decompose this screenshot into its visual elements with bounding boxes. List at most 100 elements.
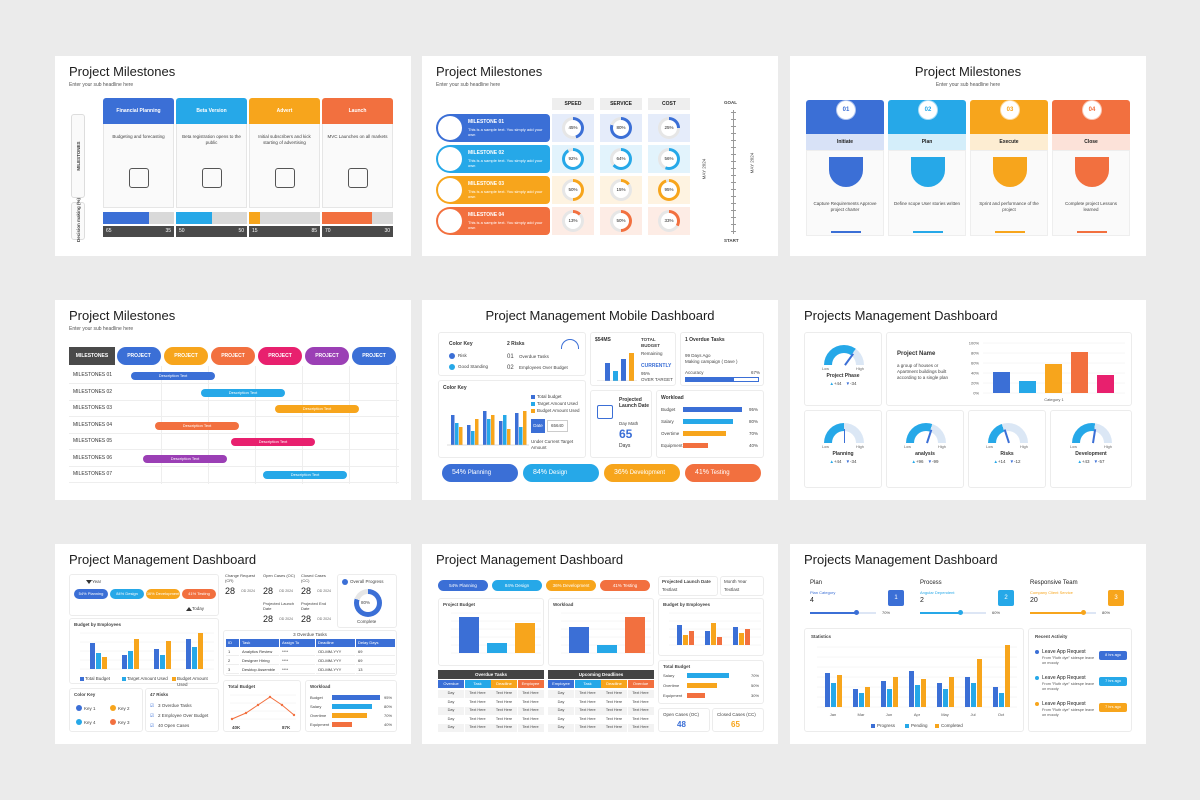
progress-ring [610,148,632,170]
phase-header[interactable]: 04 [1052,100,1130,134]
risk-dot [449,353,455,359]
stat-card: Process Angular Dependent 2 2 60% [914,576,1020,624]
table-cell: Designer Hiring [240,657,279,665]
budget-bar [487,643,507,653]
gauge-icon [561,339,579,349]
phase-header[interactable]: 03 [970,100,1048,134]
value-cell: 45% [552,114,594,142]
table-header: Overdue [438,680,464,688]
milestone-row[interactable]: MILESTONE 03 This is a sample text. You s… [436,176,550,204]
table-cell: Text Here [517,724,544,732]
gauge-card: Low High Planning ▲+44 ▼-34 [804,410,882,488]
slide-projects-dashboard-1[interactable]: Projects Management Dashboard Low High Pro… [790,300,1146,500]
slide-project-milestones-1[interactable]: Project Milestones Enter your sub headli… [55,56,411,256]
stat-number: 28 [263,586,274,596]
employee-bar [705,631,710,645]
slide-pm-dashboard-2[interactable]: Project Management Dashboard 54% Plannin… [422,544,778,744]
milestone-body: Beta registration opens to the public [176,124,247,208]
employee-bar [683,635,688,645]
phase-pill[interactable]: 41% Testing [685,464,761,482]
gantt-bar: Description Text [275,405,359,413]
gauge-deltas: ▲+96 ▼-99 [911,459,939,464]
table-cell: Text Here [517,715,544,723]
phase-pill[interactable]: 54% Planning [442,464,518,482]
milestone-row[interactable]: MILESTONE 01 This is a sample text. You s… [436,114,550,142]
milestone-name: MILESTONE 03 [468,181,505,187]
progress-ring [562,117,584,139]
milestone-row[interactable]: MILESTONE 04 This is a sample text. You s… [436,207,550,235]
progress-ring [658,148,680,170]
phase-desc: Sprint and performance of the project [979,201,1039,213]
phase-pill[interactable]: 41% Testing [182,589,216,599]
budget-employees-chart [80,632,214,670]
milestone-icon [438,178,462,202]
phase-pill[interactable]: 84% Design [492,580,542,591]
workload-label: Salary [310,704,322,709]
project-bar [1071,352,1088,393]
phase-pill[interactable]: 84% Design [110,589,144,599]
total-budget-line [231,696,295,720]
phase-pill[interactable]: 36% Development [546,580,596,591]
signpost-icon [829,157,863,187]
slide-project-milestones-3[interactable]: Project Milestones Enter your sub headli… [790,56,1146,256]
table-cell: Text Here [464,707,491,715]
milestone-desc: This is a sample text. You simply add yo… [468,189,543,200]
activity-dot [1035,676,1039,680]
month-label: Jul [970,712,975,717]
phase-header[interactable]: 01 [806,100,884,134]
budget-label: Salary [663,673,675,678]
stat-sub: OD 2024 [317,617,332,621]
gauge [988,423,1028,443]
budget-mini-chart [597,353,637,381]
color-key-bar [507,429,511,445]
project-bar [1097,375,1114,393]
stat-slider-knob[interactable] [1080,610,1086,615]
stat-label: Projected End Date [301,601,327,611]
slide-mobile-dashboard[interactable]: Project Management Mobile Dashboard Colo… [422,300,778,500]
stat-card: Plan Plan Category 4 1 70% [804,576,910,624]
workload-card: Workload Budget 95% Salary 80% Overtime 70% Eq… [656,390,764,458]
statistics-bar [921,679,926,707]
gauge [824,345,864,365]
stat-label: Open Cases (OC) [263,573,296,578]
phase-pill[interactable]: 84% Design [523,464,599,482]
table-cell: Text Here [464,724,491,732]
phase-pill[interactable]: 54% Planning [438,580,488,591]
y-tick: 40% [971,371,979,376]
phase-pill[interactable]: 41% Testing [600,580,650,591]
employee-bar [102,657,107,669]
stat-slider-knob[interactable] [957,610,963,615]
stat-number: 28 [263,614,274,624]
y-tick: 80% [971,351,979,356]
slide-pm-dashboard-1[interactable]: Project Management Dashboard Year 54% Pl… [55,544,411,744]
value-text: 25% [664,125,674,130]
stat-slider-knob[interactable] [854,610,860,615]
table-cell: 3 [226,666,239,674]
phase-pill[interactable]: 36% Development [604,464,680,482]
workload-pct: 80% [749,419,759,424]
total-budget-card: Total Budget Salary 70% Overtime 50% Equipme… [658,660,764,704]
slide-projects-dashboard-2[interactable]: Projects Management Dashboard Plan Plan C… [790,544,1146,744]
milestone-row-label: MILESTONES 03 [73,405,113,411]
total-budget-card: Total Budget 40K 87K [223,680,301,732]
table-header: Deadline [491,680,517,688]
color-key-card: Color Key Risk Good Standing 2 Risks 01 … [438,332,586,376]
timeline-axis [733,110,734,234]
stat-pct: 80% [1102,610,1111,615]
color-key-bar [471,431,475,445]
value-cell: 33% [648,207,690,235]
project-bar [993,372,1010,393]
color-key-bar [467,425,471,445]
stat-slider-fill [1030,612,1083,614]
stat-number: 2 [920,597,924,604]
table-header: Task [464,680,491,688]
phase-header[interactable]: 02 [888,100,966,134]
phase-pill[interactable]: 36% Development [146,589,180,599]
slide-project-milestones-4[interactable]: Project Milestones Enter your sub headli… [55,300,411,500]
table-header: Delay Days [356,639,395,647]
overdue-table: Overdue Tasks Overdue Task Deadline Employe… [438,670,544,732]
phase-pill[interactable]: 54% Planning [74,589,108,599]
statistics-bar [893,677,898,707]
slide-project-milestones-2[interactable]: Project Milestones Enter your sub headli… [422,56,778,256]
milestone-row[interactable]: MILESTONE 02 This is a sample text. You s… [436,145,550,173]
